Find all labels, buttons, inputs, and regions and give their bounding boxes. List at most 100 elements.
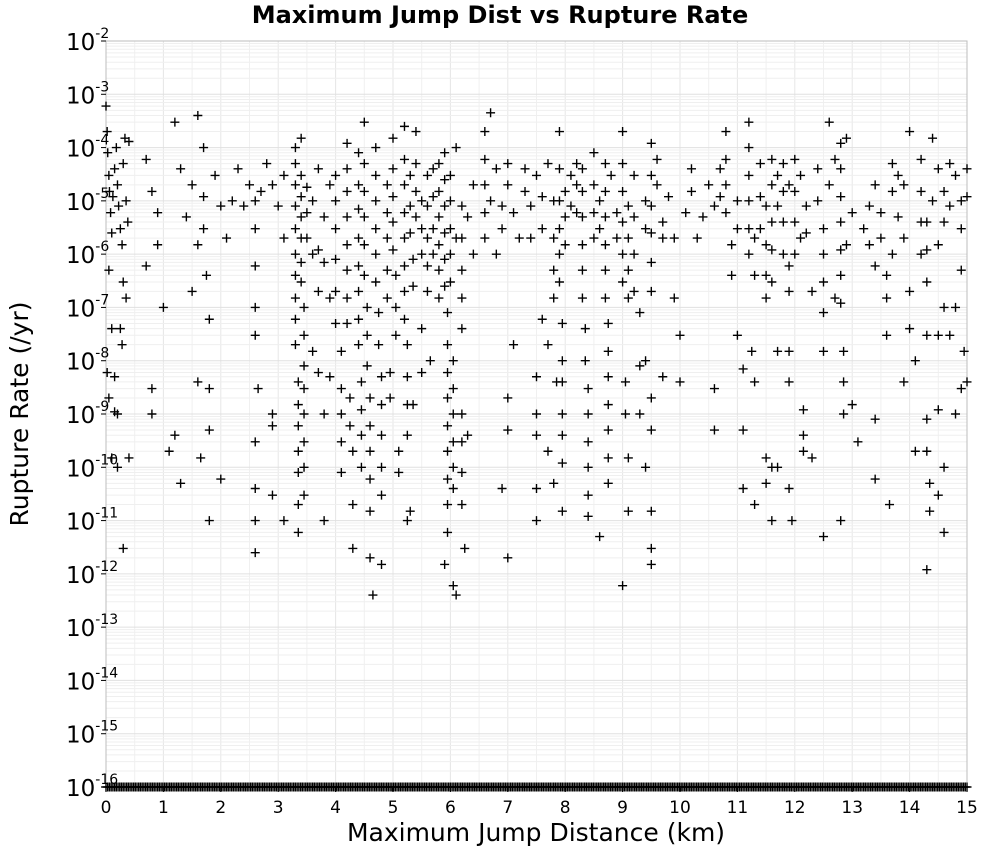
data-point xyxy=(141,261,151,271)
data-point xyxy=(302,233,312,243)
data-point xyxy=(448,384,458,394)
data-point xyxy=(399,180,409,190)
data-point xyxy=(359,159,369,169)
data-point xyxy=(457,233,467,243)
data-point xyxy=(784,286,794,296)
data-point xyxy=(819,277,828,287)
data-point xyxy=(158,302,168,312)
data-point xyxy=(388,192,398,202)
data-point xyxy=(686,186,696,196)
data-point xyxy=(945,201,955,211)
data-point xyxy=(899,180,909,190)
data-point xyxy=(308,196,318,206)
data-point xyxy=(434,212,444,222)
data-point xyxy=(646,228,656,238)
data-point xyxy=(227,196,237,206)
data-point xyxy=(916,186,926,196)
data-point xyxy=(117,240,127,250)
data-point xyxy=(509,340,519,350)
data-point xyxy=(319,409,329,419)
y-tick-label: 10-9 xyxy=(66,399,109,429)
data-point xyxy=(620,409,630,419)
data-point xyxy=(532,170,541,180)
data-point xyxy=(293,421,303,431)
data-point xyxy=(199,192,209,202)
data-point xyxy=(589,148,599,158)
data-point xyxy=(864,240,874,250)
data-point xyxy=(962,164,972,174)
y-axis-ticks: 10-210-310-410-510-610-710-810-910-1010-… xyxy=(66,26,118,802)
data-point xyxy=(623,265,633,275)
y-tick-exponent: -7 xyxy=(95,292,109,308)
x-tick-label: 14 xyxy=(899,798,921,818)
data-point xyxy=(646,559,656,569)
x-tick-label: 3 xyxy=(273,798,284,818)
data-point xyxy=(216,474,226,484)
data-point xyxy=(635,409,645,419)
data-point xyxy=(377,400,387,410)
data-point xyxy=(296,170,306,180)
data-point xyxy=(922,446,932,456)
data-point xyxy=(727,270,737,280)
data-point xyxy=(250,483,260,493)
data-point xyxy=(110,164,120,174)
data-point xyxy=(440,281,450,291)
data-point xyxy=(836,516,846,526)
data-point xyxy=(299,384,309,394)
data-point xyxy=(885,500,895,510)
y-tick-base: 10 xyxy=(66,137,95,163)
data-point xyxy=(204,425,214,435)
data-point xyxy=(114,201,124,211)
data-point xyxy=(916,154,926,164)
data-point xyxy=(830,293,840,303)
data-point xyxy=(107,453,117,463)
data-point xyxy=(520,186,530,196)
data-point xyxy=(882,330,892,340)
data-point xyxy=(554,196,564,206)
data-point xyxy=(554,164,564,174)
data-point xyxy=(342,164,352,174)
data-point xyxy=(354,314,364,324)
data-point xyxy=(721,180,731,190)
data-point xyxy=(108,192,118,202)
data-point xyxy=(405,201,415,211)
data-point xyxy=(557,458,567,468)
data-point xyxy=(629,170,639,180)
data-point xyxy=(290,270,300,280)
data-point xyxy=(342,186,352,196)
data-point xyxy=(428,164,438,174)
data-point xyxy=(440,148,450,158)
data-point xyxy=(503,425,513,435)
x-axis-label: Maximum Jump Distance (km) xyxy=(347,818,725,847)
data-point xyxy=(646,393,656,403)
data-point xyxy=(354,148,364,158)
data-point xyxy=(290,249,300,259)
data-point xyxy=(882,270,892,280)
x-tick-label: 2 xyxy=(215,798,226,818)
data-point xyxy=(388,164,398,174)
data-point xyxy=(577,293,587,303)
data-point xyxy=(371,249,381,259)
data-point xyxy=(928,196,938,206)
data-point xyxy=(566,170,576,180)
y-tick-label: 10-6 xyxy=(66,239,109,269)
y-tick-base: 10 xyxy=(66,30,95,56)
data-point xyxy=(922,217,932,227)
data-point xyxy=(391,330,401,340)
data-point xyxy=(371,277,381,287)
data-point xyxy=(933,240,943,250)
data-point xyxy=(371,196,381,206)
data-point xyxy=(210,170,220,180)
data-point xyxy=(362,330,372,340)
data-point xyxy=(399,208,409,218)
data-points xyxy=(101,101,972,792)
data-point xyxy=(939,462,949,472)
data-point xyxy=(928,133,938,143)
data-point xyxy=(738,483,748,493)
data-point xyxy=(773,346,783,356)
data-point xyxy=(681,208,691,218)
data-point xyxy=(503,180,513,190)
data-point xyxy=(962,192,972,202)
y-tick-exponent: -6 xyxy=(95,239,109,255)
